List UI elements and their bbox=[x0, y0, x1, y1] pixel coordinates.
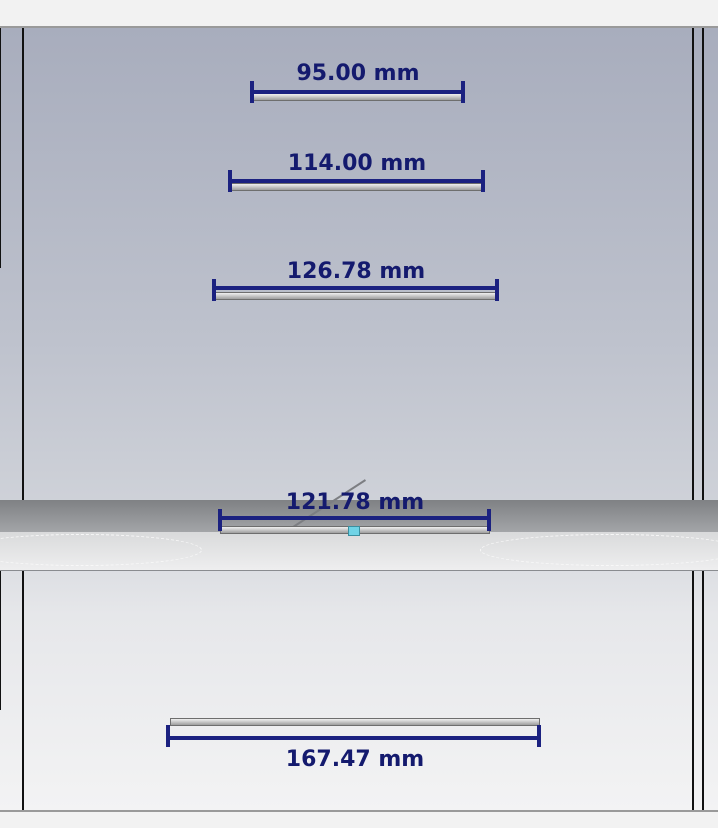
3d-viewport[interactable]: 95.00 mm 114.00 mm 126.78 mm 121.78 mm 1… bbox=[0, 28, 718, 810]
dimension-tick bbox=[495, 279, 499, 301]
window-top-border bbox=[0, 0, 718, 28]
dimension-tick bbox=[228, 170, 232, 192]
dimension-tick bbox=[218, 509, 222, 531]
right-guide-line-outer bbox=[702, 28, 704, 810]
window-bottom-border bbox=[0, 810, 718, 828]
dimension-label: 121.78 mm bbox=[285, 490, 425, 515]
dimension-line bbox=[252, 90, 464, 94]
dimension-tick bbox=[481, 170, 485, 192]
left-edge-line-lower bbox=[0, 568, 1, 710]
dimension-tick bbox=[250, 81, 254, 103]
feed-port-marker bbox=[348, 526, 360, 536]
dimension-tick bbox=[166, 725, 170, 747]
element-bar bbox=[252, 93, 464, 101]
dimension-label: 114.00 mm bbox=[287, 151, 427, 176]
dimension-label: 95.00 mm bbox=[296, 61, 420, 86]
right-guide-line bbox=[692, 28, 694, 810]
dimension-tick bbox=[487, 509, 491, 531]
dimension-line bbox=[220, 516, 490, 520]
ground-plane-surface bbox=[0, 532, 718, 571]
floor-ellipse bbox=[480, 534, 718, 566]
left-edge-line bbox=[0, 28, 1, 268]
floor-ellipse bbox=[0, 534, 202, 566]
dimension-label: 167.47 mm bbox=[285, 747, 425, 772]
dimension-tick bbox=[461, 81, 465, 103]
dimension-label: 126.78 mm bbox=[286, 259, 426, 284]
element-bar bbox=[230, 183, 484, 191]
dimension-tick bbox=[537, 725, 541, 747]
element-bar bbox=[170, 718, 540, 726]
dimension-line bbox=[168, 736, 540, 740]
dimension-tick bbox=[212, 279, 216, 301]
dimension-line bbox=[214, 286, 498, 290]
dimension-line bbox=[230, 179, 484, 183]
element-bar bbox=[214, 292, 498, 300]
left-guide-line bbox=[22, 28, 24, 810]
